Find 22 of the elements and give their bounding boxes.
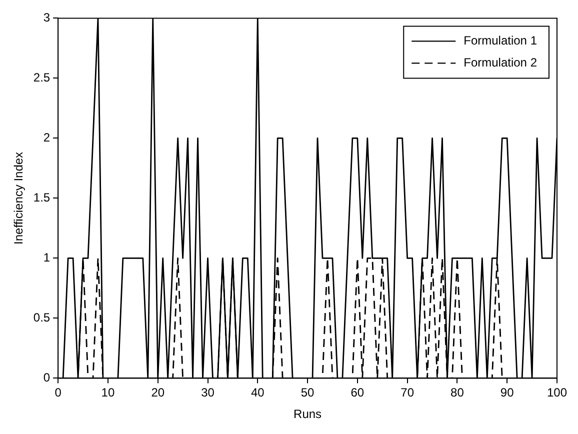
- x-tick-label: 80: [450, 386, 464, 400]
- x-tick-label: 0: [54, 386, 62, 400]
- x-axis-title: Runs: [294, 407, 322, 422]
- x-tick-label: 70: [400, 386, 414, 400]
- y-tick-label: 2.5: [33, 70, 50, 85]
- x-tick-label: 40: [250, 386, 265, 400]
- x-tick-label: 100: [546, 386, 568, 400]
- y-tick-label: 1: [43, 250, 50, 265]
- y-tick-label: 0: [43, 370, 50, 385]
- x-tick-label: 30: [201, 386, 215, 400]
- x-tick-label: 10: [101, 386, 115, 400]
- legend-label: Formulation 2: [464, 56, 538, 70]
- legend-label: Formulation 1: [464, 34, 538, 48]
- x-tick-label: 60: [350, 386, 364, 400]
- y-axis-title: Inefficiency Index: [12, 152, 26, 244]
- y-tick-label: 2: [43, 130, 50, 145]
- x-tick-label: 20: [151, 386, 165, 400]
- y-tick-label: 1.5: [33, 190, 50, 205]
- x-tick-label: 90: [500, 386, 514, 400]
- x-tick-label: 50: [300, 386, 315, 400]
- y-tick-label: 0.5: [33, 310, 50, 325]
- y-tick-label: 3: [43, 10, 50, 25]
